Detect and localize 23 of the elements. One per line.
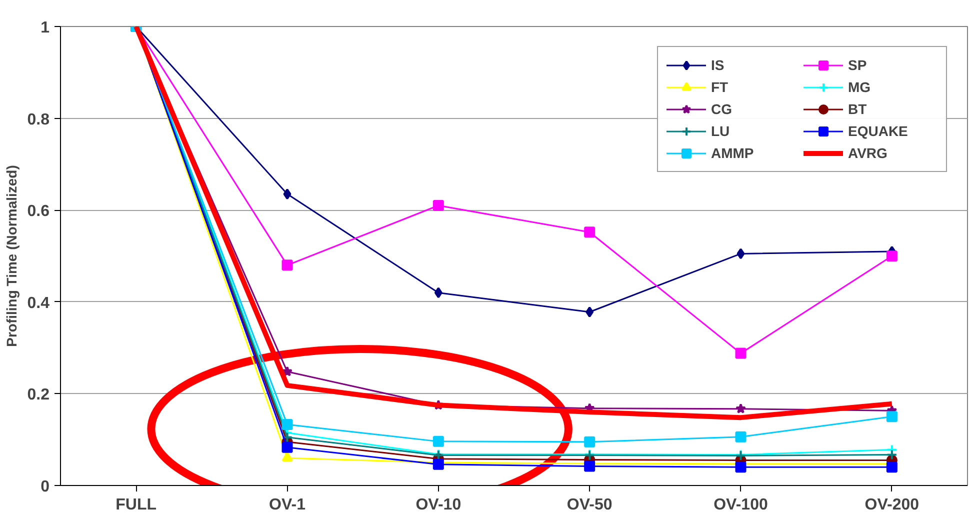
legend-label: FT	[711, 79, 730, 95]
legend-label: IS	[711, 57, 726, 73]
legend-label: AMMP	[711, 145, 755, 161]
x-tick-label: OV-100	[714, 496, 768, 514]
legend-label: AVRG	[848, 145, 888, 161]
legend-label: SP	[848, 57, 868, 73]
x-tick-label: OV-200	[864, 496, 920, 514]
x-tick-label: FULL	[116, 496, 157, 514]
y-axis-title: Profiling Time (Normalized)	[3, 165, 20, 347]
legend-label: LU	[711, 123, 731, 139]
legend-label: CG	[711, 101, 733, 117]
y-tick-label: 0.4	[27, 294, 50, 312]
x-tick-label: OV-1	[269, 496, 306, 514]
y-tick-label: 0	[40, 478, 50, 496]
x-tick-label: OV-50	[566, 496, 612, 514]
x-tick-label: OV-10	[416, 496, 462, 514]
y-tick-label: 1	[40, 20, 50, 36]
legend-label: BT	[848, 101, 868, 117]
legend-label: EQUAKE	[848, 123, 909, 139]
y-tick-label: 0.2	[27, 386, 50, 404]
legend-label: MG	[848, 79, 872, 95]
y-tick-label: 0.6	[27, 203, 50, 220]
y-tick-label: 0.8	[27, 111, 50, 128]
